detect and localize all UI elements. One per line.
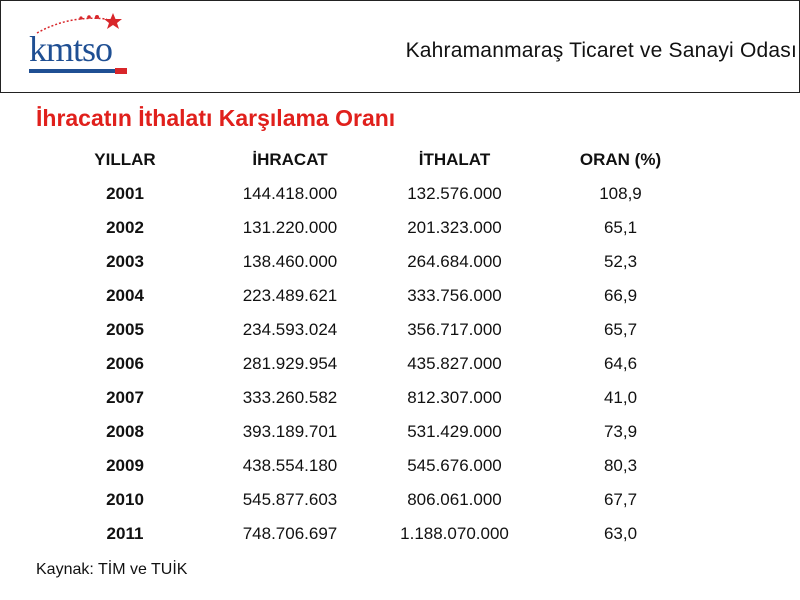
cell-year: 2010 xyxy=(106,490,144,509)
cell-ratio: 52,3 xyxy=(603,252,638,271)
cell-import: 264.684.000 xyxy=(407,252,502,271)
cell-export: 144.418.000 xyxy=(242,184,338,203)
cell-year: 2002 xyxy=(106,218,144,237)
table-header-row: YILLAR İHRACAT İTHALAT ORAN (%) xyxy=(48,143,710,177)
table-row: 2005 234.593.024 356.717.000 65,7 xyxy=(48,313,710,347)
cell-year: 2004 xyxy=(106,286,144,305)
cell-ratio: 41,0 xyxy=(603,388,638,407)
cell-year: 2006 xyxy=(106,354,144,373)
cell-ratio: 65,1 xyxy=(603,218,638,237)
cell-ratio: 67,7 xyxy=(603,490,638,509)
cell-import: 531.429.000 xyxy=(407,422,502,441)
trade-ratio-table: YILLAR İHRACAT İTHALAT ORAN (%) 2001 144… xyxy=(48,143,710,551)
cell-export: 223.489.621 xyxy=(242,286,338,305)
cell-year: 2011 xyxy=(106,524,144,543)
cell-export: 333.260.582 xyxy=(242,388,338,407)
cell-import: 435.827.000 xyxy=(407,354,502,373)
table-row: 2003 138.460.000 264.684.000 52,3 xyxy=(48,245,710,279)
cell-export: 748.706.697 xyxy=(242,524,338,543)
cell-ratio: 73,9 xyxy=(603,422,638,441)
cell-ratio: 66,9 xyxy=(603,286,638,305)
cell-year: 2001 xyxy=(106,184,144,203)
cell-year: 2007 xyxy=(106,388,144,407)
cell-export: 131.220.000 xyxy=(242,218,338,237)
cell-export: 138.460.000 xyxy=(242,252,338,271)
cell-export: 281.929.954 xyxy=(242,354,338,373)
cell-year: 2003 xyxy=(106,252,144,271)
organization-name: Kahramanmaraş Ticaret ve Sanayi Odası xyxy=(405,39,797,62)
page-title: İhracatın İthalatı Karşılama Oranı xyxy=(36,105,396,131)
table-row: 2010 545.877.603 806.061.000 67,7 xyxy=(48,483,710,517)
cell-import: 1.188.070.000 xyxy=(400,524,509,543)
cell-import: 132.576.000 xyxy=(407,184,502,203)
source-note: Kaynak: TİM ve TUİK xyxy=(36,561,188,578)
cell-ratio: 65,7 xyxy=(603,320,638,339)
table-row: 2006 281.929.954 435.827.000 64,6 xyxy=(48,347,710,381)
cell-import: 545.676.000 xyxy=(407,456,502,475)
cell-import: 806.061.000 xyxy=(407,490,502,509)
table-row: 2007 333.260.582 812.307.000 41,0 xyxy=(48,381,710,415)
kmtso-logo: kmtso xyxy=(29,13,141,79)
column-header-ratio: ORAN (%) xyxy=(579,150,662,169)
table-row: 2008 393.189.701 531.429.000 73,9 xyxy=(48,415,710,449)
cell-import: 812.307.000 xyxy=(407,388,502,407)
star-icon xyxy=(104,13,122,29)
cell-ratio: 108,9 xyxy=(599,184,642,203)
cell-year: 2008 xyxy=(106,422,144,441)
cell-export: 393.189.701 xyxy=(242,422,338,441)
cell-export: 234.593.024 xyxy=(242,320,338,339)
cell-import: 201.323.000 xyxy=(407,218,502,237)
column-header-import: İTHALAT xyxy=(418,150,491,169)
cell-year: 2005 xyxy=(106,320,144,339)
logo-wordmark: kmtso xyxy=(29,29,112,69)
cell-ratio: 80,3 xyxy=(603,456,638,475)
header-banner: kmtso Kahramanmaraş Ticaret ve Sanayi Od… xyxy=(0,0,800,93)
column-header-years: YILLAR xyxy=(94,150,156,169)
table-row: 2009 438.554.180 545.676.000 80,3 xyxy=(48,449,710,483)
table-row: 2004 223.489.621 333.756.000 66,9 xyxy=(48,279,710,313)
cell-import: 356.717.000 xyxy=(407,320,502,339)
cell-export: 545.877.603 xyxy=(242,490,338,509)
cell-import: 333.756.000 xyxy=(407,286,502,305)
kmtso-logo-graphic: kmtso xyxy=(29,13,127,74)
table-row: 2001 144.418.000 132.576.000 108,9 xyxy=(48,177,710,211)
column-header-export: İHRACAT xyxy=(252,150,328,169)
table-row: 2011 748.706.697 1.188.070.000 63,0 xyxy=(48,517,710,551)
cell-ratio: 63,0 xyxy=(603,524,638,543)
cell-ratio: 64,6 xyxy=(603,354,638,373)
cell-year: 2009 xyxy=(106,456,144,475)
table-row: 2002 131.220.000 201.323.000 65,1 xyxy=(48,211,710,245)
cell-export: 438.554.180 xyxy=(242,456,338,475)
